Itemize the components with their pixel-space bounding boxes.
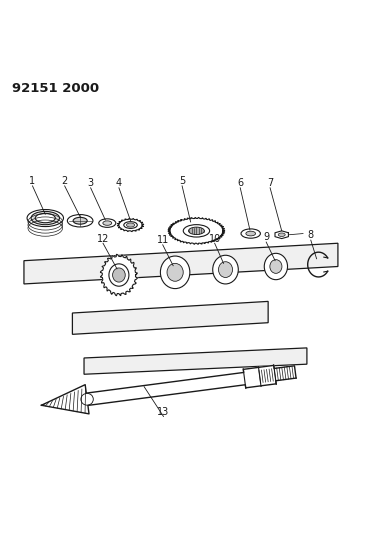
Ellipse shape xyxy=(219,262,233,278)
Ellipse shape xyxy=(99,219,116,228)
Ellipse shape xyxy=(167,263,183,281)
Text: 4: 4 xyxy=(116,178,122,188)
Ellipse shape xyxy=(126,223,135,227)
Text: 11: 11 xyxy=(157,235,169,245)
Ellipse shape xyxy=(67,215,93,227)
Polygon shape xyxy=(117,219,144,232)
Ellipse shape xyxy=(160,256,190,288)
Ellipse shape xyxy=(103,221,112,225)
Text: 5: 5 xyxy=(179,176,185,186)
Polygon shape xyxy=(72,301,268,334)
Text: 12: 12 xyxy=(97,233,109,244)
Ellipse shape xyxy=(124,222,137,229)
Text: 92151 2000: 92151 2000 xyxy=(12,83,100,95)
Ellipse shape xyxy=(246,231,256,236)
Text: 1: 1 xyxy=(30,176,35,186)
Text: 10: 10 xyxy=(209,233,221,244)
Ellipse shape xyxy=(112,268,125,282)
Ellipse shape xyxy=(278,233,285,237)
Ellipse shape xyxy=(31,212,60,225)
Polygon shape xyxy=(275,231,288,239)
Polygon shape xyxy=(168,217,225,244)
Ellipse shape xyxy=(270,260,282,273)
Text: 8: 8 xyxy=(308,230,314,240)
Text: 3: 3 xyxy=(88,178,94,188)
Ellipse shape xyxy=(183,224,210,237)
Polygon shape xyxy=(84,348,307,374)
Text: 9: 9 xyxy=(263,232,269,243)
Ellipse shape xyxy=(241,229,260,238)
Ellipse shape xyxy=(27,209,63,227)
Polygon shape xyxy=(41,366,296,414)
Text: 7: 7 xyxy=(267,178,273,188)
Polygon shape xyxy=(100,254,137,296)
Ellipse shape xyxy=(264,253,287,280)
Ellipse shape xyxy=(73,217,87,224)
Ellipse shape xyxy=(109,264,129,286)
Ellipse shape xyxy=(189,227,204,235)
Text: 2: 2 xyxy=(61,176,68,186)
Text: 6: 6 xyxy=(237,178,243,188)
Polygon shape xyxy=(24,243,338,284)
Ellipse shape xyxy=(35,213,55,223)
Text: 13: 13 xyxy=(158,407,170,417)
Ellipse shape xyxy=(213,255,238,284)
